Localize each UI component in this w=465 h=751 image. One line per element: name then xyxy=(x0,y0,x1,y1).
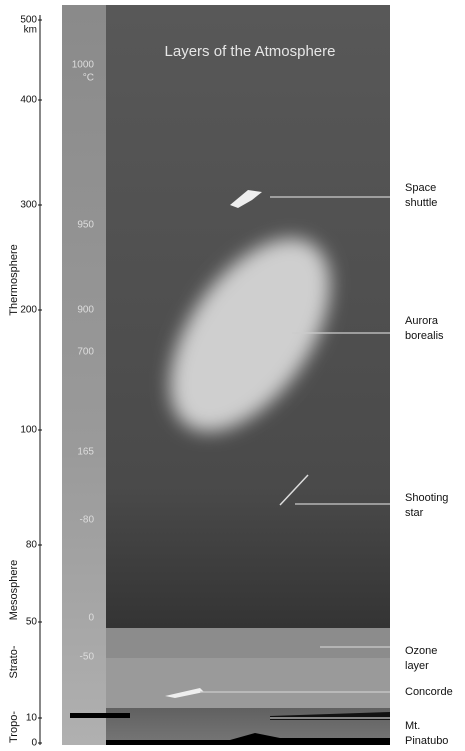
callout-label: Pinatubo xyxy=(405,735,448,747)
altitude-unit: km xyxy=(24,25,37,36)
callout-label: layer xyxy=(405,660,429,672)
temperature-label: -50 xyxy=(80,652,95,663)
temperature-label: 900 xyxy=(77,305,94,316)
temperature-label: 0 xyxy=(88,613,94,624)
layer-name: Mesosphere xyxy=(8,560,20,621)
callout-label: Concorde xyxy=(405,686,453,698)
space-shuttle xyxy=(230,190,262,208)
altitude-label: 10 xyxy=(26,713,38,724)
altitude-label: 300 xyxy=(20,200,37,211)
callout-label: Shooting xyxy=(405,492,448,504)
callout-label: shuttle xyxy=(405,197,437,209)
layer-name: Strato- xyxy=(8,645,20,678)
callout-label: Space xyxy=(405,182,436,194)
concorde xyxy=(165,688,204,698)
callout-label: star xyxy=(405,507,424,519)
callout-label: borealis xyxy=(405,330,444,342)
ash-cloud xyxy=(70,713,130,718)
troposphere-band xyxy=(106,658,390,708)
layer-name: Tropo- xyxy=(8,711,20,743)
title: Layers of the Atmosphere xyxy=(165,43,336,60)
callout-label: Ozone xyxy=(405,645,437,657)
altitude-label: 50 xyxy=(26,617,38,628)
altitude-label: 0 xyxy=(31,738,37,749)
temperature-label: -80 xyxy=(80,515,95,526)
altitude-label: 100 xyxy=(20,425,37,436)
callout-label: Mt. xyxy=(405,720,420,732)
callout-label: Aurora xyxy=(405,315,439,327)
mountain xyxy=(106,733,390,745)
temperature-strip xyxy=(62,5,106,745)
temperature-unit: °C xyxy=(83,73,94,84)
temperature-label: 700 xyxy=(77,347,94,358)
ozone-band xyxy=(106,628,390,658)
altitude-label: 200 xyxy=(20,305,37,316)
temperature-label: 950 xyxy=(77,220,94,231)
meteor xyxy=(279,474,309,506)
temperature-label: 1000 xyxy=(72,60,95,71)
altitude-label: 400 xyxy=(20,95,37,106)
temperature-label: 165 xyxy=(77,447,94,458)
altitude-label: 500 xyxy=(20,15,37,26)
aurora xyxy=(170,238,330,432)
layer-name: Thermosphere xyxy=(8,244,20,316)
altitude-label: 80 xyxy=(26,540,38,551)
